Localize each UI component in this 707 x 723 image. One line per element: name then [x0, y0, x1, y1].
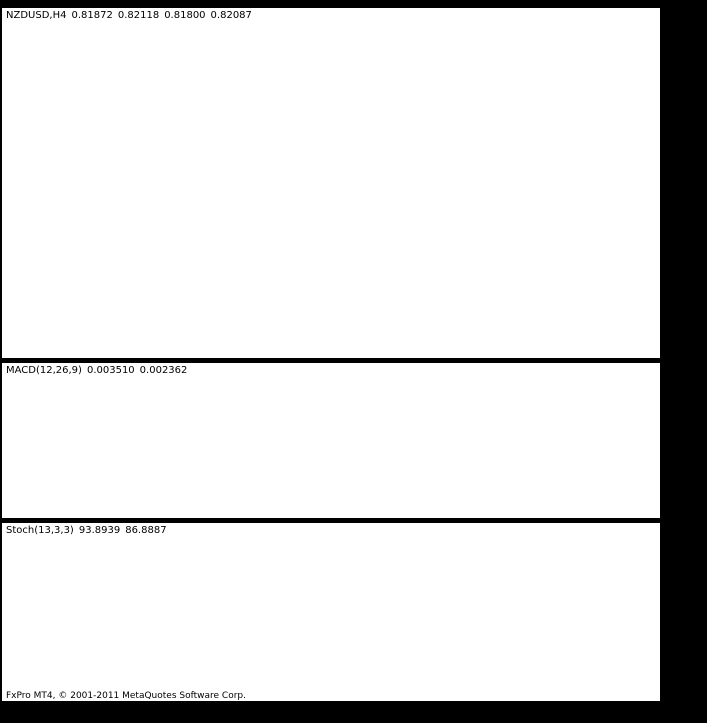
- macd-value-main: 0.003510: [86, 365, 135, 376]
- macd-value-signal: 0.002362: [139, 365, 188, 376]
- copyright-text: FxPro MT4, © 2001-2011 MetaQuotes Softwa…: [6, 691, 246, 701]
- open-value: 0.81872: [71, 10, 113, 21]
- macd-canvas[interactable]: [2, 363, 660, 518]
- low-value: 0.81800: [164, 10, 206, 21]
- time-axis[interactable]: [0, 701, 707, 723]
- stochastic-panel: Stoch(13,3,3) 93.8939 86.8887: [2, 523, 660, 683]
- ohlc-readout: NZDUSD,H4 0.81872 0.82118 0.81800 0.82087: [6, 10, 257, 21]
- macd-panel: MACD(12,26,9) 0.003510 0.002362: [2, 363, 660, 518]
- copyright-bar: FxPro MT4, © 2001-2011 MetaQuotes Softwa…: [2, 683, 660, 701]
- high-value: 0.82118: [117, 10, 160, 21]
- stoch-value-signal: 86.8887: [125, 525, 167, 536]
- stochastic-canvas[interactable]: [2, 523, 660, 683]
- price-scale[interactable]: [661, 0, 707, 723]
- stoch-value-main: 93.8939: [78, 525, 121, 536]
- close-value: 0.82087: [210, 10, 252, 21]
- stoch-title: Stoch(13,3,3): [6, 525, 74, 536]
- main-chart-panel: NZDUSD,H4 0.81872 0.82118 0.81800 0.82087: [2, 8, 660, 358]
- symbol-period-label: NZDUSD,H4: [6, 10, 67, 21]
- price-chart-canvas[interactable]: [2, 8, 660, 358]
- macd-readout: MACD(12,26,9) 0.003510 0.002362: [6, 365, 192, 376]
- stoch-readout: Stoch(13,3,3) 93.8939 86.8887: [6, 525, 172, 536]
- macd-title: MACD(12,26,9): [6, 365, 82, 376]
